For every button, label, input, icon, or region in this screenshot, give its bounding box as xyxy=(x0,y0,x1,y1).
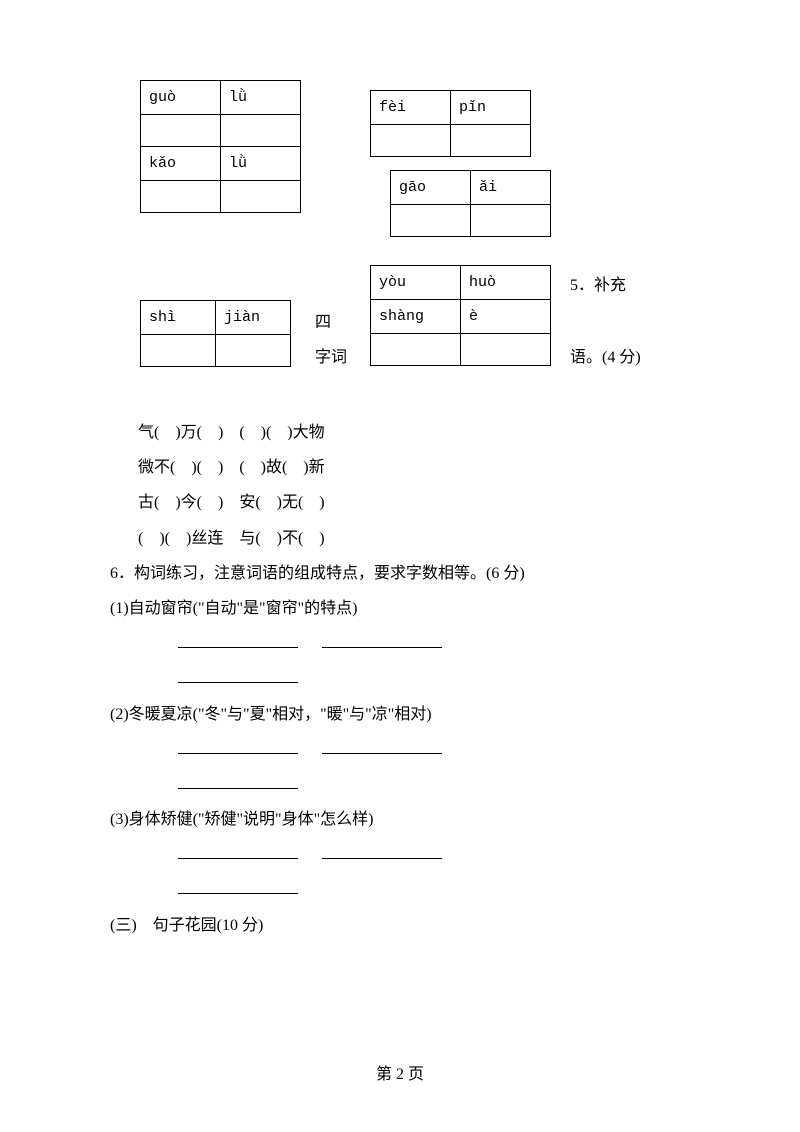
q6-2: (2)冬暖夏凉("冬"与"夏"相对，"暖"与"凉"相对) xyxy=(110,697,690,732)
cell xyxy=(221,115,301,147)
cell: huò xyxy=(461,266,551,300)
blank-row xyxy=(110,837,690,872)
cell xyxy=(461,334,551,366)
cell xyxy=(141,335,216,367)
blank xyxy=(178,667,298,683)
blank xyxy=(178,773,298,789)
pinyin-table-3: ɡāoǎi xyxy=(390,170,551,237)
blank xyxy=(322,738,442,754)
section-3: (三) 句子花园(10 分) xyxy=(110,908,690,943)
cell xyxy=(141,181,221,213)
cell xyxy=(216,335,291,367)
pinyin-table-2: fèipǐn xyxy=(370,90,531,157)
q6-3: (3)身体矫健("矫健"说明"身体"怎么样) xyxy=(110,802,690,837)
blank-row xyxy=(110,767,690,802)
blank xyxy=(178,878,298,894)
blank xyxy=(322,843,442,859)
q6-1: (1)自动窗帘("自动"是"窗帘"的特点) xyxy=(110,591,690,626)
idiom-line-4: ( )( )丝连 与( )不( ) xyxy=(110,521,690,556)
blank xyxy=(178,843,298,859)
cell: jiàn xyxy=(216,301,291,335)
pinyin-table-4: yòuhuò shànɡè xyxy=(370,265,551,366)
cell: lǜ xyxy=(221,147,301,181)
q5-label: 5．补充 xyxy=(570,268,626,303)
blank xyxy=(178,738,298,754)
ci-text: 字词 xyxy=(315,340,347,375)
pinyin-table-1: ɡuòlǜ kǎolǜ xyxy=(140,80,301,213)
blank xyxy=(322,632,442,648)
cell: shànɡ xyxy=(371,300,461,334)
blank xyxy=(178,632,298,648)
idiom-line-3: 古( )今( ) 安( )无( ) xyxy=(110,485,690,520)
cell: ɡuò xyxy=(141,81,221,115)
cell: pǐn xyxy=(451,91,531,125)
cell: è xyxy=(461,300,551,334)
cell: ɡāo xyxy=(391,171,471,205)
cell xyxy=(221,181,301,213)
cell: fèi xyxy=(371,91,451,125)
content-area: 气( )万( ) ( )( )大物 微不( )( ) ( )故( )新 古( )… xyxy=(110,415,690,943)
cell xyxy=(471,205,551,237)
cell: shì xyxy=(141,301,216,335)
idiom-line-1: 气( )万( ) ( )( )大物 xyxy=(110,415,690,450)
cell: yòu xyxy=(371,266,461,300)
cell xyxy=(371,334,461,366)
cell xyxy=(451,125,531,157)
blank-row xyxy=(110,872,690,907)
idiom-line-2: 微不( )( ) ( )故( )新 xyxy=(110,450,690,485)
pinyin-table-5a: shìjiàn xyxy=(140,300,291,367)
cell xyxy=(371,125,451,157)
cell xyxy=(141,115,221,147)
blank-row xyxy=(110,732,690,767)
cell: ǎi xyxy=(471,171,551,205)
yu-text: 语。(4 分) xyxy=(570,340,641,375)
cell xyxy=(391,205,471,237)
blank-row xyxy=(110,661,690,696)
sizi-text: 四 xyxy=(315,305,331,340)
cell: kǎo xyxy=(141,147,221,181)
q6-label: 6．构词练习，注意词语的组成特点，要求字数相等。(6 分) xyxy=(110,556,690,591)
cell: lǜ xyxy=(221,81,301,115)
blank-row xyxy=(110,626,690,661)
page-footer: 第 2 页 xyxy=(0,1057,800,1092)
